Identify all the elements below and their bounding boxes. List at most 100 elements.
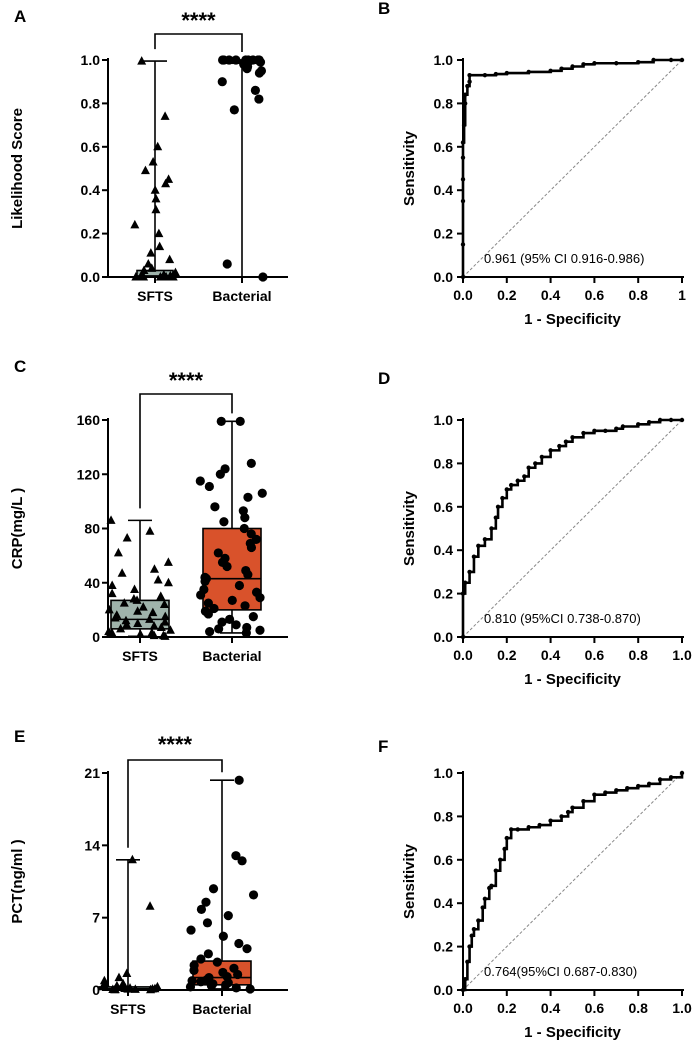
data-point	[257, 488, 267, 498]
roc-point	[592, 792, 597, 797]
roc-point	[462, 580, 468, 585]
roc-point	[581, 430, 586, 436]
roc-point	[539, 454, 545, 460]
roc-point	[603, 790, 608, 795]
data-point	[213, 548, 223, 558]
roc-point	[548, 68, 553, 74]
data-point	[160, 631, 170, 640]
data-point	[202, 918, 213, 928]
y-tick-label: 0	[92, 629, 100, 645]
data-point	[133, 618, 143, 627]
panel-c: C 0 40 80 120 160 CRP(mg/L ) SFTS Bacterial ****	[9, 357, 288, 664]
data-point	[254, 94, 264, 104]
data-point	[117, 568, 127, 577]
data-point	[148, 156, 158, 166]
x-tick-label: 0.6	[585, 287, 605, 303]
data-point	[245, 984, 255, 994]
data-point	[106, 515, 116, 524]
x-tick-label: 0.8	[628, 287, 648, 303]
roc-point	[500, 495, 505, 501]
significance-bracket	[154, 33, 243, 52]
data-point	[206, 981, 217, 991]
roc-point	[504, 70, 509, 76]
roc-point	[559, 66, 564, 71]
data-point	[223, 911, 233, 921]
panel-d: D 0.0 0.2 0.4 0.6 0.8 1.0 0.0 0.2 0.4 0.6 0.8 1.0 Sen…	[378, 369, 692, 688]
data-point	[255, 625, 265, 635]
roc-point	[476, 918, 481, 923]
data-point	[221, 980, 231, 990]
data-point	[212, 957, 222, 967]
roc-point	[636, 422, 641, 427]
roc-point	[570, 64, 575, 69]
roc-point	[559, 814, 564, 819]
roc-point	[679, 770, 685, 776]
data-point	[145, 526, 155, 535]
data-point	[147, 263, 157, 272]
x-tick-label: 1.0	[672, 1000, 692, 1016]
data-point	[151, 193, 161, 203]
data-point	[121, 615, 131, 625]
x-tick-label: 0.0	[453, 287, 473, 303]
data-point	[255, 593, 265, 603]
data-point	[148, 607, 158, 617]
y-tick-label: 0.8	[434, 808, 454, 824]
data-point	[246, 542, 257, 553]
data-point	[229, 105, 239, 115]
roc-point	[592, 428, 597, 434]
category-label: Bacterial	[192, 1001, 251, 1017]
x-tick-label: 0.6	[585, 1000, 605, 1016]
data-point	[127, 854, 137, 864]
y-tick-label: 0.0	[434, 269, 454, 285]
roc-point	[467, 79, 472, 84]
data-point	[149, 564, 159, 573]
reference-diagonal	[462, 59, 683, 278]
data-point	[195, 476, 205, 486]
data-point	[258, 272, 268, 282]
x-axis-title: 1 - Specificity	[524, 311, 621, 328]
data-point	[122, 968, 132, 977]
category-label: Bacterial	[212, 288, 271, 304]
panel-letter: B	[378, 0, 390, 18]
data-point	[135, 629, 145, 638]
roc-point	[526, 69, 531, 75]
data-point	[231, 983, 241, 993]
data-point	[248, 612, 258, 622]
data-point	[114, 972, 124, 982]
roc-point	[471, 554, 477, 559]
roc-point	[515, 478, 520, 483]
roc-point	[489, 526, 494, 531]
roc-point	[493, 71, 499, 77]
roc-point	[504, 835, 509, 841]
x-axis-title: 1 - Specificity	[524, 1024, 621, 1041]
panel-letter: A	[14, 7, 26, 26]
data-point	[219, 517, 229, 527]
y-tick-label: 0	[92, 982, 100, 998]
roc-point	[548, 818, 553, 823]
data-point	[203, 598, 213, 608]
data-point	[155, 272, 165, 281]
roc-point	[460, 198, 466, 204]
data-point	[196, 590, 206, 600]
roc-point	[489, 883, 494, 889]
roc-point	[462, 92, 468, 97]
y-axis-title: Likelihood Score	[9, 108, 26, 229]
y-tick-label: 0.6	[434, 139, 454, 155]
y-tick-label: 0.2	[434, 586, 454, 602]
roc-point	[465, 959, 470, 964]
x-tick-label: 0.0	[453, 1000, 473, 1016]
y-tick-label: 0.6	[81, 139, 101, 155]
data-point	[149, 630, 159, 640]
data-point	[160, 611, 170, 621]
reference-diagonal	[462, 772, 683, 991]
data-point	[151, 204, 161, 214]
panel-letter: D	[378, 369, 390, 388]
roc-point	[526, 465, 531, 470]
y-axis-title: Sensitivity	[401, 843, 418, 919]
x-tick-label: 0.6	[585, 647, 605, 663]
roc-point	[625, 785, 630, 791]
roc-point	[668, 775, 674, 780]
significance-bracket	[139, 393, 233, 509]
data-point	[113, 547, 123, 557]
roc-point	[581, 799, 586, 804]
